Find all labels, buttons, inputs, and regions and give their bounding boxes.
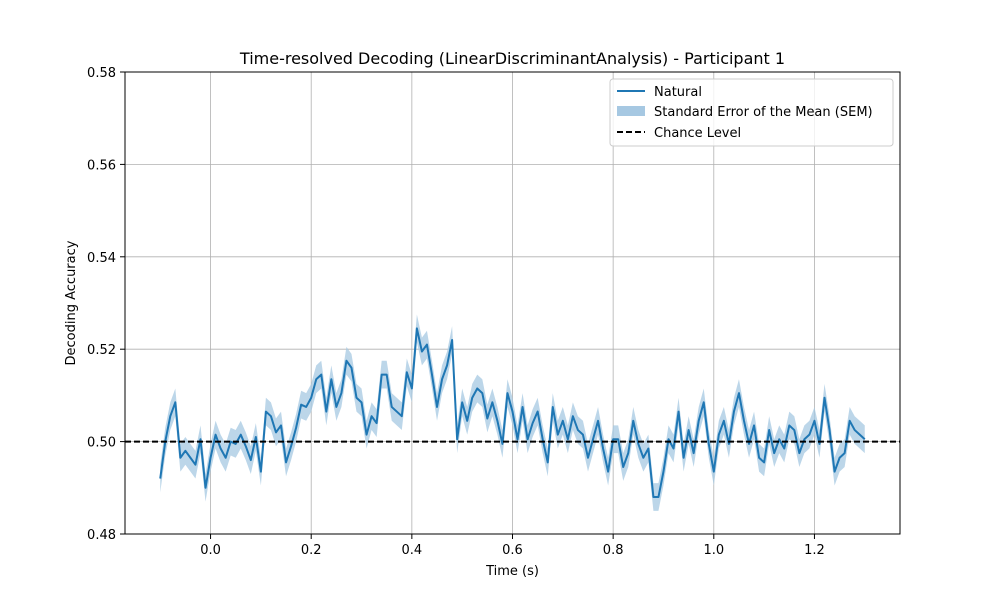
y-tick-label: 0.50: [87, 436, 116, 451]
x-axis-label: Time (s): [485, 564, 539, 579]
legend-box: [609, 78, 894, 147]
chart-title: Time-resolved Decoding (LinearDiscrimina…: [239, 49, 785, 68]
x-tick-label: 1.0: [703, 543, 724, 558]
y-tick-label: 0.48: [87, 528, 116, 543]
legend-line-label: Natural: [654, 85, 702, 100]
y-axis-ticks: 0.48 0.50 0.52 0.54 0.56 0.58: [87, 66, 125, 543]
x-tick-label: 0.8: [603, 543, 624, 558]
x-tick-label: 0.0: [200, 543, 221, 558]
legend: Natural Standard Error of the Mean (SEM)…: [609, 78, 894, 147]
legend-band-swatch: [617, 106, 645, 116]
legend-band-label: Standard Error of the Mean (SEM): [654, 105, 873, 120]
y-tick-label: 0.54: [87, 251, 116, 266]
x-tick-label: 0.4: [402, 543, 423, 558]
y-tick-label: 0.56: [87, 158, 116, 173]
x-tick-label: 0.2: [301, 543, 322, 558]
x-tick-label: 1.2: [804, 543, 825, 558]
y-tick-label: 0.58: [87, 66, 116, 81]
series-group: [159, 327, 866, 499]
x-tick-label: 0.6: [502, 543, 523, 558]
y-axis-label: Decoding Accuracy: [64, 240, 79, 365]
x-axis-ticks: 0.0 0.2 0.4 0.6 0.8 1.0 1.2: [200, 534, 825, 558]
y-tick-label: 0.52: [87, 343, 116, 358]
legend-chance-label: Chance Level: [654, 126, 741, 141]
natural-series-line: [159, 327, 866, 499]
